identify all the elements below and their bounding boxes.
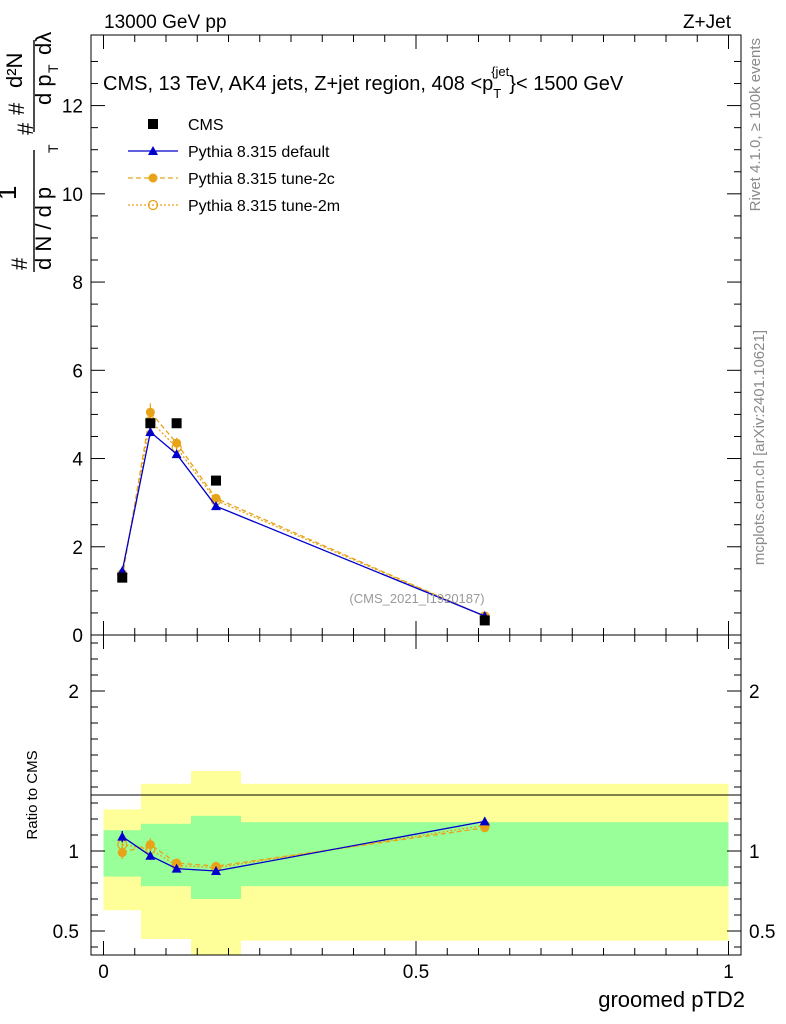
main-ytick-label: 10 [62,185,83,206]
legend-marker-cms [148,119,158,129]
legend-marker [148,146,158,155]
legend-label: CMS [188,117,224,134]
watermark: (CMS_2021_I1920187) [349,591,484,606]
ratio-ytick-label-left: 1 [68,842,79,863]
main-ytick-label: 2 [72,538,83,559]
title-sup: {jet [491,64,509,79]
main-ylabel-part: # [13,122,38,135]
ratio-ytick-label-left: 2 [68,682,79,703]
main-ytick-label: 8 [72,273,83,294]
header-left: 13000 GeV pp [104,12,227,33]
x-axis-label: groomed pTD2 [598,987,745,1012]
title-sub: T [493,86,501,101]
main-ytick-label: 12 [62,97,83,118]
ratio-ytick-label-right: 1 [749,842,760,863]
rivet-label: Rivet 4.1.0, ≥ 100k events [747,38,764,211]
cms-point [171,418,182,429]
main-panel: 0 2 4 6 8 10 12 CMS, 13 TeV, AK4 jets, Z+jet r… [62,34,742,647]
main-ylabel-part: # [4,102,29,115]
cms-point [117,572,128,583]
cms-point [211,475,221,486]
legend-label: Pythia 8.315 tune-2c [188,171,335,188]
ratio-series [117,816,490,875]
main-ylabel-part: T [45,144,61,153]
ratio-default-point [211,866,221,875]
ratio-ytick-label-left: 0.5 [53,922,79,943]
header-right: Z+Jet [683,12,732,33]
main-ytick-label: 0 [72,626,83,647]
legend-label: Pythia 8.315 tune-2m [188,198,340,215]
ratio-default-point [171,863,182,873]
ratio-tune2c-line [122,827,485,867]
tune2c-point [172,438,182,448]
ratio-tune2c-point [480,823,490,833]
ratio-xtick-label: 0.5 [403,962,429,983]
main-ylabel-part: dλ [31,32,56,55]
ratio-tune2m-line [122,824,485,869]
ratio-band-green [241,822,729,887]
default-line [121,430,485,617]
tune2c-point [145,407,155,417]
default-point [211,501,221,511]
main-ylabel-part: # [7,257,32,270]
main-ytick-label: 6 [72,361,83,382]
cms-point [479,615,490,626]
main-ylabel-part: d²N [2,53,27,88]
title-tail: }< 1500 GeV [509,73,624,95]
title-main: CMS, 13 TeV, AK4 jets, Z+jet region, 408… [103,73,493,95]
ratio-tune2c-point [145,840,155,850]
ratio-ytick-label-right: 0.5 [749,922,775,943]
main-series [117,403,490,626]
ratio-y-axis-label: Ratio to CMS [24,750,41,839]
ratio-panel: 0.5 0.5 1 1 2 2 0 0.5 1 Ratio to CMS groomed pTD… [24,634,775,1012]
ratio-ytick-label-right: 2 [749,682,760,703]
ratio-tune2c-point [117,848,127,858]
ratio-default-point [145,850,156,860]
legend-label: Pythia 8.315 default [188,144,330,161]
main-ylabel-part: T [45,64,61,73]
cms-point [145,418,156,429]
legend: CMS Pythia 8.315 default Pythia 8.315 tune… [128,117,340,215]
ratio-xtick-label: 1 [723,962,734,983]
main-ytick-label: 4 [72,450,83,471]
ratio-ticks: 0.5 0.5 1 1 2 2 0 0.5 1 [53,635,775,983]
main-ticks: 0 2 4 6 8 10 12 [62,35,741,647]
default-point [145,427,156,437]
legend-marker [147,199,159,211]
ratio-band-green [191,815,241,899]
main-ylabel-part: d p [31,74,56,105]
ratio-bands [103,771,729,955]
ratio-xtick-label: 0 [98,962,109,983]
legend-marker [148,173,158,183]
mcplots-label: mcplots.cern.ch [arXiv:2401.10621] [751,330,768,565]
ratio-tune2c-point [172,858,182,868]
ratio-default-point [117,831,128,841]
default-point [171,449,182,459]
tune2c-point [211,493,221,503]
main-title: CMS, 13 TeV, AK4 jets, Z+jet region, 408… [103,64,624,101]
main-ylabel-part: d N / d p [31,187,56,270]
main-ylabel-part: 1 [0,186,22,200]
ratio-default-point [479,816,490,826]
